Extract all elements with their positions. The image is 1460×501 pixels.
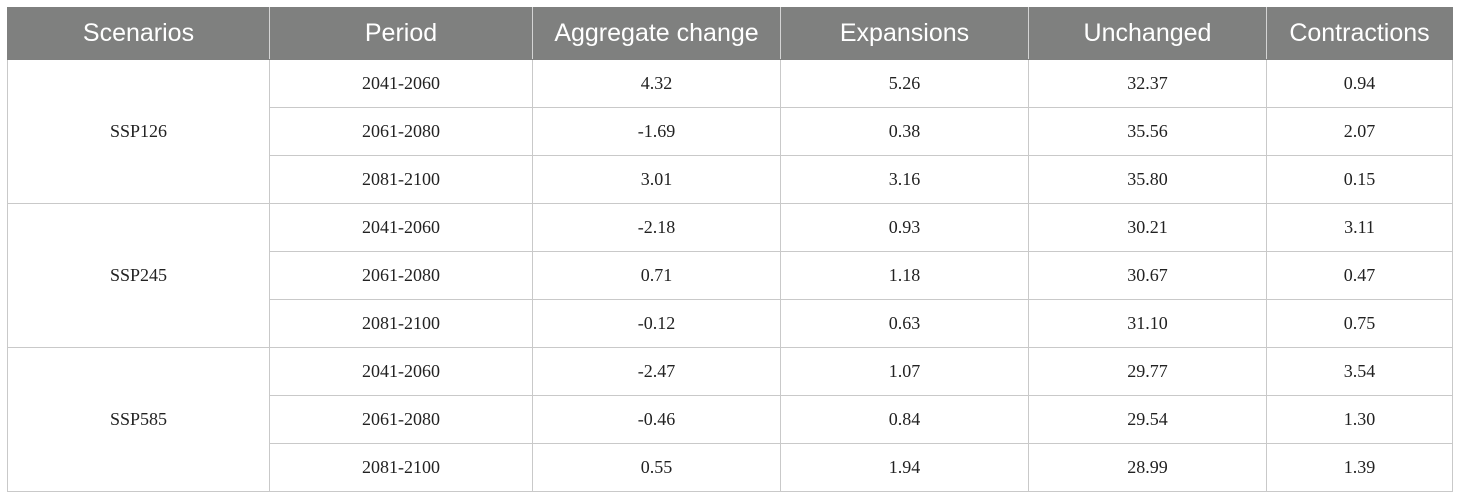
period-cell: 2041-2060: [269, 59, 533, 108]
unchanged-cell: 35.80: [1028, 155, 1267, 204]
aggregate-change-cell: 4.32: [532, 59, 781, 108]
aggregate-change-cell: 3.01: [532, 155, 781, 204]
table-row: 2061-2080 -0.46 0.84 29.54 1.30: [8, 395, 1453, 444]
contractions-cell: 2.07: [1266, 107, 1453, 156]
scenario-change-table: Scenarios Period Aggregate change Expans…: [7, 7, 1453, 492]
contractions-cell: 0.15: [1266, 155, 1453, 204]
table-row: 2081-2100 0.55 1.94 28.99 1.39: [8, 443, 1453, 492]
expansions-cell: 1.18: [780, 251, 1029, 300]
scenario-cell: SSP126: [7, 59, 270, 204]
scenario-cell: SSP585: [7, 347, 270, 492]
table-row: 2081-2100 3.01 3.16 35.80 0.15: [8, 155, 1453, 204]
expansions-cell: 0.93: [780, 203, 1029, 252]
expansions-cell: 0.84: [780, 395, 1029, 444]
contractions-cell: 1.30: [1266, 395, 1453, 444]
period-cell: 2061-2080: [269, 395, 533, 444]
header-period: Period: [269, 7, 533, 60]
aggregate-change-cell: 0.55: [532, 443, 781, 492]
expansions-cell: 3.16: [780, 155, 1029, 204]
contractions-cell: 1.39: [1266, 443, 1453, 492]
unchanged-cell: 29.54: [1028, 395, 1267, 444]
header-unchanged: Unchanged: [1028, 7, 1267, 60]
header-expansions: Expansions: [780, 7, 1029, 60]
expansions-cell: 0.38: [780, 107, 1029, 156]
table-row: 2061-2080 0.71 1.18 30.67 0.47: [8, 251, 1453, 300]
contractions-cell: 0.94: [1266, 59, 1453, 108]
period-cell: 2081-2100: [269, 155, 533, 204]
period-cell: 2061-2080: [269, 107, 533, 156]
table-row: 2061-2080 -1.69 0.38 35.56 2.07: [8, 107, 1453, 156]
contractions-cell: 3.54: [1266, 347, 1453, 396]
table-header: Scenarios Period Aggregate change Expans…: [7, 7, 1453, 60]
period-cell: 2061-2080: [269, 251, 533, 300]
expansions-cell: 5.26: [780, 59, 1029, 108]
period-cell: 2081-2100: [269, 299, 533, 348]
table-row: SSP126 2041-2060 4.32 5.26 32.37 0.94: [7, 59, 1453, 204]
expansions-cell: 0.63: [780, 299, 1029, 348]
aggregate-change-cell: -0.46: [532, 395, 781, 444]
unchanged-cell: 32.37: [1028, 59, 1267, 108]
header-aggregate-change: Aggregate change: [532, 7, 781, 60]
table-row: SSP245 2041-2060 -2.18 0.93 30.21 3.11: [7, 203, 1453, 348]
aggregate-change-cell: -0.12: [532, 299, 781, 348]
unchanged-cell: 28.99: [1028, 443, 1267, 492]
unchanged-cell: 35.56: [1028, 107, 1267, 156]
table-row: 2081-2100 -0.12 0.63 31.10 0.75: [8, 299, 1453, 348]
aggregate-change-cell: -2.18: [532, 203, 781, 252]
period-cell: 2081-2100: [269, 443, 533, 492]
contractions-cell: 3.11: [1266, 203, 1453, 252]
unchanged-cell: 29.77: [1028, 347, 1267, 396]
table-row: SSP585 2041-2060 -2.47 1.07 29.77 3.54: [7, 347, 1453, 492]
header-contractions: Contractions: [1266, 7, 1453, 60]
header-scenarios: Scenarios: [7, 7, 270, 60]
aggregate-change-cell: -2.47: [532, 347, 781, 396]
contractions-cell: 0.75: [1266, 299, 1453, 348]
header-row: Scenarios Period Aggregate change Expans…: [7, 7, 1453, 60]
period-cell: 2041-2060: [269, 203, 533, 252]
contractions-cell: 0.47: [1266, 251, 1453, 300]
expansions-cell: 1.07: [780, 347, 1029, 396]
table-body: SSP126 2041-2060 4.32 5.26 32.37 0.94 20…: [7, 59, 1453, 492]
expansions-cell: 1.94: [780, 443, 1029, 492]
aggregate-change-cell: 0.71: [532, 251, 781, 300]
unchanged-cell: 30.67: [1028, 251, 1267, 300]
aggregate-change-cell: -1.69: [532, 107, 781, 156]
unchanged-cell: 31.10: [1028, 299, 1267, 348]
unchanged-cell: 30.21: [1028, 203, 1267, 252]
data-table-container: Scenarios Period Aggregate change Expans…: [7, 7, 1453, 492]
period-cell: 2041-2060: [269, 347, 533, 396]
scenario-cell: SSP245: [7, 203, 270, 348]
